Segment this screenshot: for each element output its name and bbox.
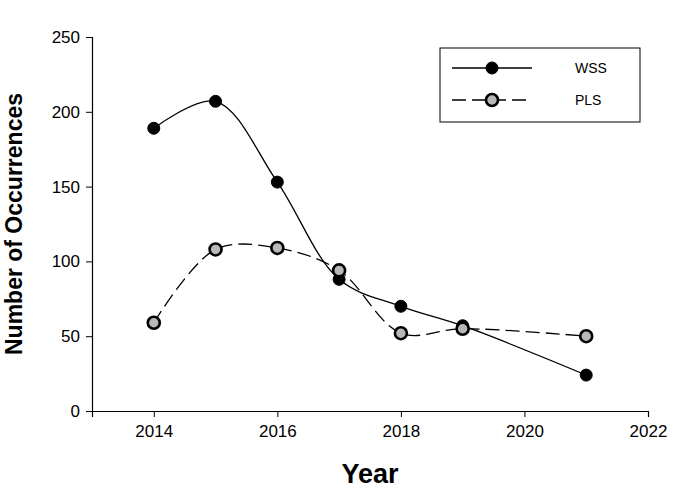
series-marker <box>210 243 222 255</box>
series-marker <box>580 330 592 342</box>
y-tick-label: 0 <box>71 402 80 421</box>
y-tick-mark <box>86 187 92 188</box>
series-marker <box>271 176 283 188</box>
series-marker <box>271 242 283 254</box>
x-tick-label: 2014 <box>135 422 173 441</box>
series-line <box>154 244 586 336</box>
x-tick-mark <box>401 411 402 417</box>
y-tick-mark <box>86 112 92 113</box>
x-tick-mark <box>154 411 155 417</box>
x-tick-mark <box>648 411 649 417</box>
legend-label: PLS <box>575 92 601 108</box>
x-tick-mark <box>524 411 525 417</box>
x-tick-label: 2020 <box>506 422 544 441</box>
legend-box <box>440 48 640 122</box>
y-tick: 0 <box>71 402 92 421</box>
x-tick-label: 2016 <box>259 422 297 441</box>
x-tick: 2022 <box>630 411 668 441</box>
y-tick: 250 <box>52 28 92 47</box>
chart: 2014 2016 2018 2020 2022 0 50 100 150 200 250 Year N… <box>0 0 685 489</box>
y-tick-label: 250 <box>52 28 80 47</box>
x-tick: 2014 <box>135 411 173 441</box>
series-marker <box>457 323 469 335</box>
legend-marker <box>486 94 498 106</box>
y-tick-mark <box>86 261 92 262</box>
y-tick-label: 100 <box>52 252 80 271</box>
series-marker <box>210 95 222 107</box>
legend-label: WSS <box>575 60 607 76</box>
x-tick: 2016 <box>259 411 297 441</box>
y-tick-mark <box>86 37 92 38</box>
series-marker <box>395 300 407 312</box>
x-axis-title: Year <box>341 459 399 489</box>
y-axis: 0 50 100 150 200 250 <box>52 28 93 421</box>
x-axis: 2014 2016 2018 2020 2022 <box>93 411 668 441</box>
plot-area <box>148 95 592 381</box>
y-tick-mark <box>86 411 92 412</box>
x-tick: 2020 <box>506 411 544 441</box>
series-marker <box>148 317 160 329</box>
y-tick-mark <box>86 336 92 337</box>
x-tick-mark <box>277 411 278 417</box>
x-axis-line <box>93 412 649 418</box>
y-axis-line <box>86 38 93 412</box>
x-tick-label: 2018 <box>382 422 420 441</box>
series-marker <box>148 122 160 134</box>
y-tick-label: 50 <box>61 327 80 346</box>
x-tick-label: 2022 <box>630 422 668 441</box>
y-tick: 100 <box>52 252 92 271</box>
legend-marker <box>486 62 498 74</box>
y-tick-label: 200 <box>52 103 80 122</box>
y-axis-title: Number of Occurrences <box>1 93 27 355</box>
y-tick-label: 150 <box>52 178 80 197</box>
series-marker <box>580 369 592 381</box>
series-line <box>154 101 586 375</box>
legend-item: WSS <box>452 60 607 76</box>
y-tick: 150 <box>52 178 92 197</box>
series-marker <box>333 264 345 276</box>
series-marker <box>395 327 407 339</box>
y-tick: 200 <box>52 103 92 122</box>
legend: WSS PLS <box>440 48 640 122</box>
y-tick: 50 <box>61 327 92 346</box>
legend-item: PLS <box>452 92 601 108</box>
x-tick: 2018 <box>382 411 420 441</box>
